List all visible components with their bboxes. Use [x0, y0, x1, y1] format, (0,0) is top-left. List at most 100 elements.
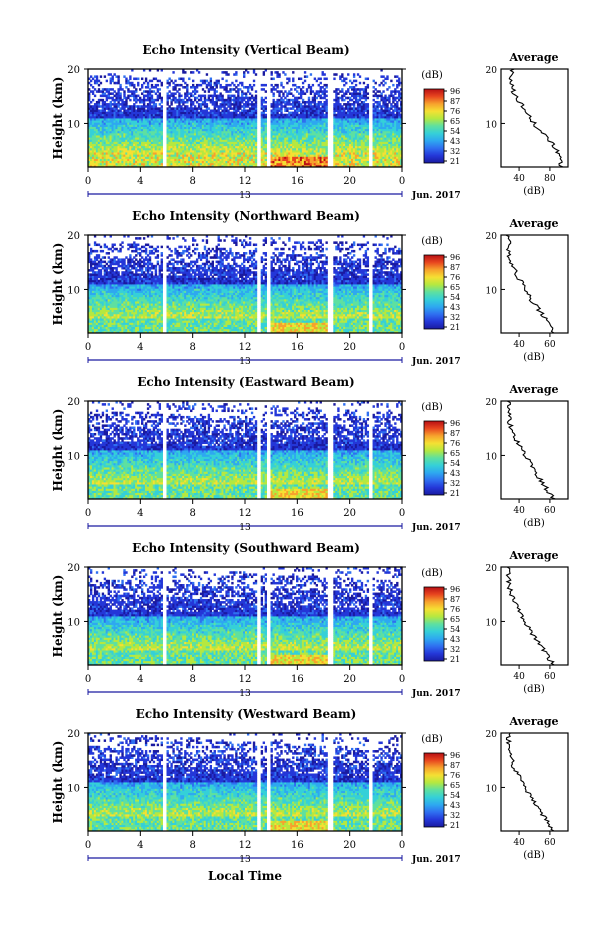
- heatmap-cell: [343, 160, 346, 164]
- heatmap-cell: [119, 162, 122, 166]
- heatmap-cell: [319, 160, 322, 164]
- heatmap-cell: [248, 147, 252, 151]
- heatmap-cell: [378, 160, 381, 164]
- heatmap-cell: [315, 149, 319, 153]
- heatmap-cell: [160, 158, 163, 162]
- heatmap-cell: [364, 147, 368, 151]
- heatmap-cell: [227, 152, 230, 155]
- heatmap-cell: [111, 156, 114, 159]
- heatmap-cell: [211, 149, 214, 153]
- heatmap-cell: [276, 156, 279, 159]
- heatmap-cell: [345, 158, 348, 162]
- heatmap-cell: [294, 158, 297, 162]
- heatmap-cell: [152, 160, 156, 164]
- heatmap-cell: [203, 149, 207, 153]
- heatmap-cell: [170, 156, 173, 159]
- heatmap-cell: [264, 156, 267, 159]
- heatmap-cell: [374, 149, 377, 153]
- heatmap-cell: [364, 154, 368, 157]
- heatmap-cell: [229, 164, 232, 168]
- heatmap-cell: [172, 147, 175, 151]
- heatmap-cell: [235, 158, 238, 162]
- heatmap-cell: [125, 156, 128, 159]
- heatmap-cell: [350, 152, 354, 155]
- heatmap-cell: [111, 158, 114, 162]
- heatmap-cell: [243, 152, 246, 155]
- heatmap-cell: [262, 152, 266, 155]
- heatmap-cell: [91, 162, 95, 166]
- heatmap-cell: [105, 164, 109, 168]
- heatmap-cell: [264, 164, 267, 168]
- heatmap-cell: [245, 158, 248, 162]
- heatmap-cell: [294, 160, 297, 164]
- heatmap-cell: [158, 158, 162, 162]
- heatmap-cell: [372, 158, 375, 162]
- heatmap-cell: [190, 145, 193, 149]
- heatmap-cell: [190, 152, 193, 155]
- heatmap-cell: [382, 164, 385, 168]
- heatmap-cell: [221, 164, 224, 168]
- heatmap-cell: [193, 160, 197, 164]
- heatmap-cell: [148, 149, 152, 153]
- heatmap-cell: [131, 158, 134, 162]
- heatmap-cell: [237, 160, 240, 164]
- heatmap-cell: [140, 162, 144, 166]
- heatmap-cell: [180, 145, 183, 149]
- heatmap-cell: [219, 158, 222, 162]
- heatmap-cell: [219, 162, 222, 166]
- heatmap-cell: [156, 158, 160, 162]
- heatmap-cell: [205, 152, 209, 155]
- heatmap-cell: [288, 158, 291, 162]
- heatmap-cell: [229, 154, 232, 157]
- heatmap-cell: [354, 160, 358, 164]
- heatmap-cell: [235, 145, 238, 149]
- heatmap-cell: [225, 156, 228, 159]
- heatmap-cell: [345, 164, 348, 168]
- heatmap-cell: [360, 162, 364, 166]
- heatmap-cell: [209, 160, 213, 164]
- heatmap-cell: [233, 156, 236, 159]
- heatmap-cell: [201, 145, 205, 149]
- heatmap-cell: [103, 154, 107, 157]
- heatmap-cell: [390, 164, 393, 168]
- heatmap-cell: [309, 149, 313, 153]
- heatmap-cell: [103, 149, 107, 153]
- heatmap-cell: [172, 162, 175, 166]
- heatmap-cell: [223, 162, 226, 166]
- heatmap-cell: [309, 152, 313, 155]
- heatmap-cell: [158, 149, 162, 153]
- heatmap-cell: [101, 143, 105, 147]
- heatmap-cell: [160, 164, 163, 168]
- heatmap-cell: [319, 156, 322, 159]
- heatmap-cell: [301, 149, 305, 153]
- heatmap-cell: [372, 164, 375, 168]
- heatmap-cell: [233, 149, 236, 153]
- heatmap-cell: [97, 147, 101, 151]
- heatmap-cell: [396, 156, 399, 159]
- heatmap-cell: [209, 164, 213, 168]
- heatmap-cell: [239, 154, 242, 157]
- heatmap-cell: [95, 145, 99, 149]
- heatmap-cell: [315, 162, 319, 166]
- heatmap-cell: [127, 162, 130, 166]
- heatmap-cell: [246, 152, 250, 155]
- heatmap-cell: [299, 162, 303, 166]
- heatmap-cell: [95, 156, 99, 159]
- heatmap-cell: [213, 164, 216, 168]
- heatmap-cell: [213, 156, 216, 159]
- heatmap-cell: [101, 152, 105, 155]
- heatmap-cell: [205, 145, 209, 149]
- heatmap-cell: [354, 156, 358, 159]
- heatmap-cell: [323, 145, 326, 149]
- heatmap-cell: [125, 154, 128, 157]
- heatmap-cell: [131, 154, 134, 157]
- heatmap-cell: [366, 158, 370, 162]
- heatmap-cell: [193, 164, 197, 168]
- heatmap-cell: [154, 162, 158, 166]
- heatmap-cell: [129, 149, 132, 153]
- heatmap-cell: [225, 162, 228, 166]
- heatmap-cell: [211, 160, 214, 164]
- heatmap-cell: [127, 147, 130, 151]
- heatmap-cell: [123, 145, 126, 149]
- heatmap-cell: [207, 162, 211, 166]
